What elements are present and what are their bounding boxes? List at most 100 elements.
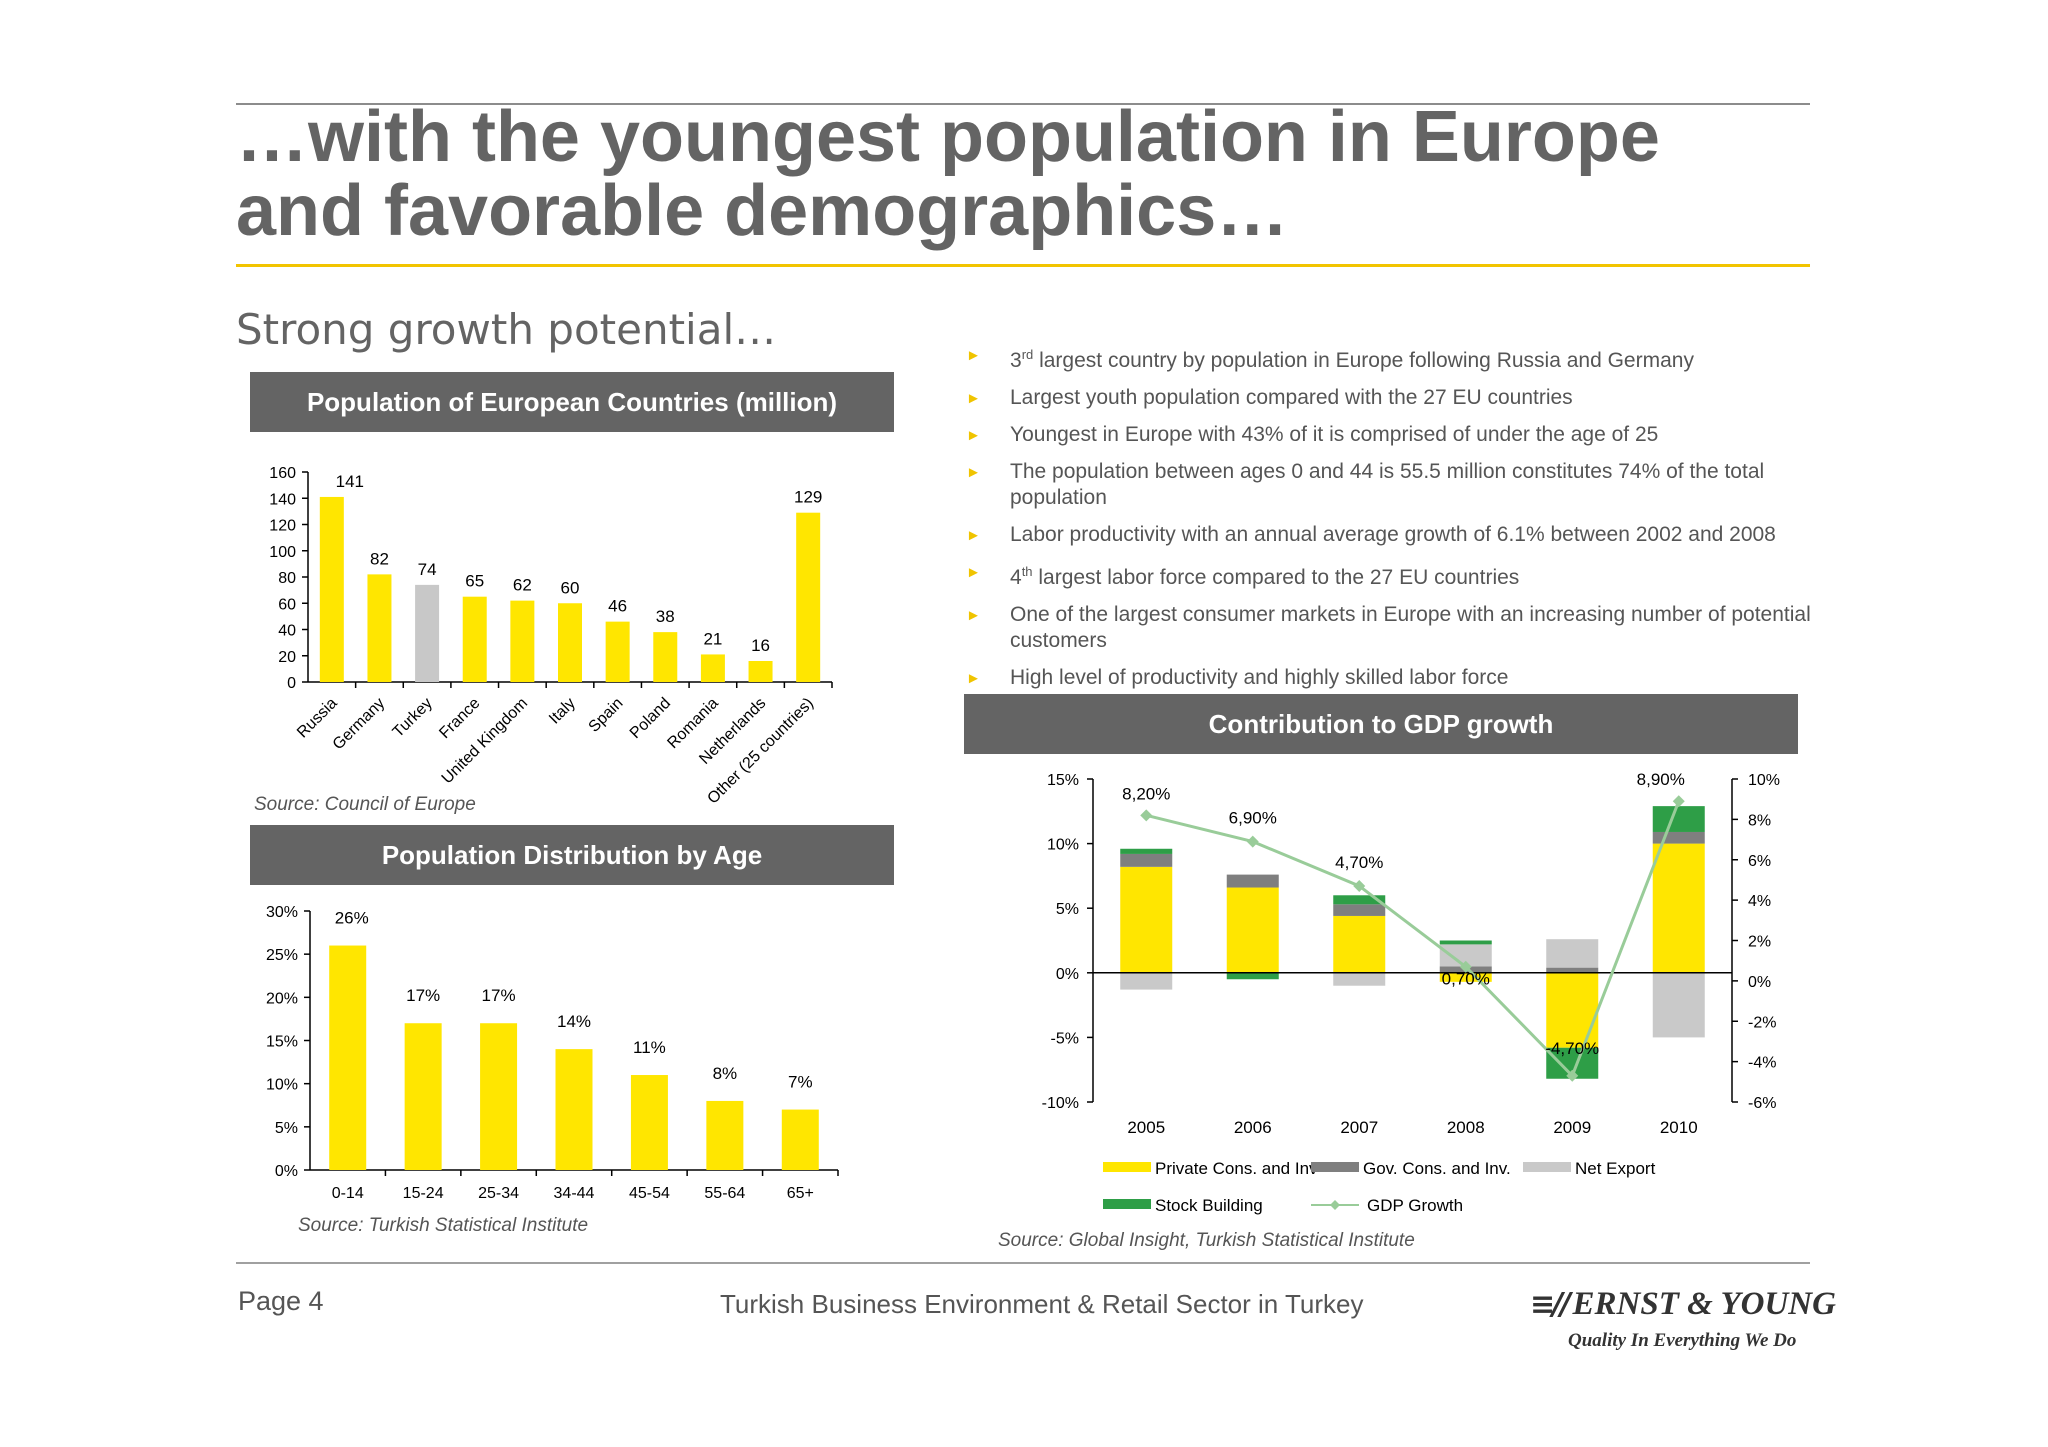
legend-swatch — [1523, 1162, 1571, 1172]
y-tick-label: 0% — [275, 1163, 298, 1180]
x-tick-label: 2008 — [1447, 1118, 1485, 1137]
page-title: …with the youngest population in Europe … — [236, 100, 1836, 248]
key-fact-item: ► Labor productivity with an annual avera… — [962, 522, 1862, 548]
key-fact-text: largest labor force compared to the 27 E… — [1032, 566, 1520, 589]
bar-spain — [605, 621, 630, 682]
bar-2010-gov-cons-and-inv — [1652, 831, 1705, 844]
x-tick-label: France — [436, 695, 483, 742]
legend-label: Stock Building — [1155, 1196, 1263, 1215]
key-fact-text: Labor productivity with an annual averag… — [1010, 523, 1776, 546]
x-tick-label: Poland — [627, 695, 674, 742]
legend-label: Gov. Cons. and Inv. — [1363, 1159, 1511, 1178]
bar-age-0-14 — [329, 945, 367, 1170]
key-fact-ordinal: 3 — [1010, 349, 1022, 372]
y-tick-label: 80 — [278, 570, 296, 587]
title-line-2: and favorable demographics… — [236, 171, 1289, 251]
gdp-growth-label: 6,90% — [1229, 809, 1277, 828]
bar-2009-private-cons-and-inv — [1546, 972, 1599, 1048]
y-tick-label-right: -4% — [1748, 1055, 1776, 1072]
key-fact-text: One of the largest consumer markets in E… — [1010, 603, 1811, 652]
bar-poland — [653, 632, 678, 682]
data-label: 26% — [335, 909, 369, 928]
bullet-arrow-icon: ► — [966, 464, 981, 481]
bar-2008-net-export — [1439, 944, 1492, 967]
y-tick-label: 5% — [275, 1120, 298, 1137]
gdp-growth-line — [1145, 800, 1681, 1079]
bar-2010-stock-building — [1652, 806, 1705, 832]
bar-2006-private-cons-and-inv — [1226, 887, 1279, 973]
legend-swatch — [1103, 1162, 1151, 1172]
gdp-growth-label: 8,90% — [1637, 770, 1685, 789]
bullet-arrow-icon: ► — [966, 347, 981, 364]
population-chart-title: Population of European Countries (millio… — [306, 386, 838, 417]
x-tick-label: 2007 — [1340, 1118, 1378, 1137]
gdp-chart-header: Contribution to GDP growth — [964, 694, 1798, 754]
x-tick-label: Spain — [586, 695, 627, 736]
bar-2005-gov-cons-and-inv — [1120, 853, 1173, 867]
y-tick-label: 0 — [287, 675, 296, 692]
key-fact-item: ► The population between ages 0 and 44 is… — [962, 459, 1862, 511]
bar-germany — [367, 574, 392, 682]
bar-2007-net-export — [1333, 972, 1386, 986]
data-label: 46 — [608, 597, 627, 616]
bar-2008-private-cons-and-inv — [1439, 972, 1492, 982]
bar-age-25-34 — [480, 1023, 518, 1170]
data-label: 82 — [370, 549, 389, 568]
x-tick-label: Germany — [330, 695, 389, 754]
bar-2007-private-cons-and-inv — [1333, 915, 1386, 973]
data-label: 8% — [713, 1064, 738, 1083]
data-label: 60 — [561, 578, 580, 597]
data-label: 17% — [482, 986, 516, 1005]
section-subtitle: Strong growth potential… — [236, 305, 777, 354]
y-tick-label: 20% — [266, 990, 298, 1007]
y-tick-label-right: 8% — [1748, 812, 1771, 829]
x-tick-label: 45-54 — [629, 1185, 670, 1202]
y-tick-label-left: 0% — [1056, 966, 1079, 983]
population-chart-header: Population of European Countries (millio… — [250, 372, 894, 432]
x-tick-label: 2006 — [1234, 1118, 1272, 1137]
bar-turkey — [415, 584, 440, 682]
data-label: 129 — [794, 488, 822, 507]
data-label: 17% — [406, 986, 440, 1005]
y-tick-label: 40 — [278, 623, 296, 640]
key-fact-item: ► 3rd largest country by population in Eu… — [962, 342, 1862, 374]
age-chart-header: Population Distribution by Age — [250, 825, 894, 885]
bar-2006-gov-cons-and-inv — [1226, 874, 1279, 888]
age-source: Source: Turkish Statistical Institute — [298, 1215, 589, 1236]
y-tick-label-right: 2% — [1748, 934, 1771, 951]
x-tick-label: 15-24 — [403, 1185, 444, 1202]
population-bar-chart: 0 20 40 60 80 100 120 140 160 141 Russia 82 Germany 7… — [269, 465, 833, 807]
y-tick-label-right: 6% — [1748, 853, 1771, 870]
y-tick-label-right: 4% — [1748, 893, 1771, 910]
ey-logo-mark-icon: ≡// — [1530, 1287, 1571, 1322]
bar-2008-stock-building — [1439, 940, 1492, 945]
data-label: 141 — [336, 472, 364, 491]
bar-2007-gov-cons-and-inv — [1333, 904, 1386, 916]
ey-logo-name: ERNST & YOUNG — [1572, 1286, 1836, 1322]
y-tick-label-right: 10% — [1748, 772, 1780, 789]
x-tick-label: 2009 — [1553, 1118, 1591, 1137]
gdp-growth-label: 4,70% — [1335, 853, 1383, 872]
bar-age-55-64 — [706, 1100, 744, 1170]
top-rule — [236, 103, 1810, 105]
key-fact-item: ► Largest youth population compared with … — [962, 385, 1862, 411]
age-distribution-bar-chart: 0% 5% 10% 15% 20% 25% 30% 26% 0-14 17% 15-24 17% 25-… — [266, 904, 839, 1202]
bar-2005-stock-building — [1120, 848, 1173, 854]
title-accent-rule — [236, 264, 1810, 267]
bar-2010-net-export — [1652, 972, 1705, 1038]
key-fact-text: Largest youth population compared with t… — [1010, 386, 1573, 409]
key-fact-item: ► High level of productivity and highly s… — [962, 665, 1862, 691]
x-tick-label: Italy — [546, 695, 579, 728]
bullet-arrow-icon: ► — [966, 427, 981, 444]
gdp-growth-point — [1353, 879, 1366, 892]
y-tick-label: 60 — [278, 596, 296, 613]
legend-label: Private Cons. and Inv — [1155, 1159, 1318, 1178]
gdp-growth-point — [1140, 809, 1153, 822]
bar-2005-net-export — [1120, 972, 1173, 990]
y-tick-label-left: 15% — [1047, 772, 1079, 789]
y-tick-label: 30% — [266, 904, 298, 921]
key-fact-item: ► 4th largest labor force compared to the… — [962, 559, 1862, 591]
legend-swatch — [1311, 1162, 1359, 1172]
y-tick-label-right: 0% — [1748, 974, 1771, 991]
population-source: Source: Council of Europe — [254, 794, 476, 815]
